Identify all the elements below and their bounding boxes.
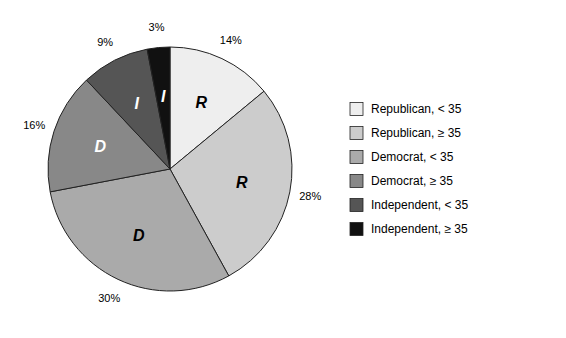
pie: R R D D I I 14% 28% 30% 16% 9% 3% — [23, 21, 321, 304]
pie-slice — [50, 169, 229, 291]
data-label: 3% — [149, 21, 165, 33]
data-label: 14% — [220, 34, 242, 46]
legend-item: Republican, < 35 — [350, 102, 462, 116]
chart-root: RRDDII14%28%30%16%9%3%Republican, < 35Re… — [0, 0, 566, 338]
legend-label: Republican, < 35 — [371, 102, 462, 116]
data-label: 16% — [23, 119, 45, 131]
legend-swatch — [350, 223, 363, 236]
legend-swatch — [350, 175, 363, 188]
legend-label: Independent, ≥ 35 — [371, 222, 468, 236]
legend-swatch — [350, 199, 363, 212]
slice-label: D — [95, 138, 107, 155]
slice-label: I — [135, 95, 140, 112]
legend-item: Independent, ≥ 35 — [350, 222, 468, 236]
data-label: 30% — [98, 292, 120, 304]
legend-label: Democrat, < 35 — [371, 150, 454, 164]
data-label: 28% — [299, 190, 321, 202]
slice-label: I — [161, 88, 166, 105]
legend-item: Democrat, < 35 — [350, 150, 454, 164]
slice-label: D — [133, 227, 145, 244]
slice-label: R — [195, 94, 207, 111]
data-label: 9% — [97, 36, 113, 48]
legend-item: Democrat, ≥ 35 — [350, 174, 453, 188]
legend-label: Independent, < 35 — [371, 198, 468, 212]
legend-item: Independent, < 35 — [350, 198, 468, 212]
legend-swatch — [350, 127, 363, 140]
legend-label: Democrat, ≥ 35 — [371, 174, 453, 188]
slice-label: R — [236, 174, 248, 191]
legend: Republican, < 35 Republican, ≥ 35 Democrat… — [350, 102, 468, 236]
legend-label: Republican, ≥ 35 — [371, 126, 461, 140]
legend-swatch — [350, 151, 363, 164]
legend-item: Republican, ≥ 35 — [350, 126, 461, 140]
legend-swatch — [350, 103, 363, 116]
pie-slice — [147, 47, 170, 169]
